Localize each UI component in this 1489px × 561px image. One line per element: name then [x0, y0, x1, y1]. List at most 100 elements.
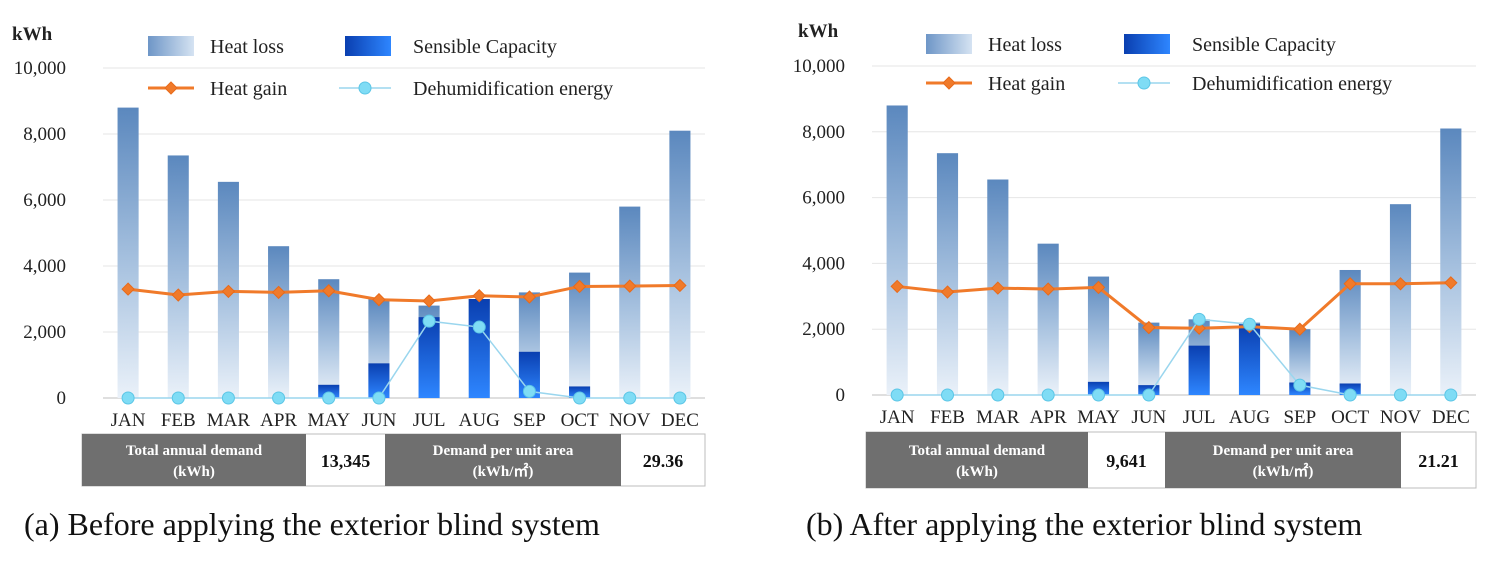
x-tick-label: JAN [111, 410, 146, 431]
point-dehumidification [1243, 317, 1256, 331]
point-dehumidification [422, 314, 436, 328]
legend-swatch-heat-loss [148, 36, 194, 56]
point-heat-gain [991, 281, 1005, 295]
x-tick-label: APR [1030, 407, 1067, 428]
table-unit-total-demand: (kWh) [173, 464, 215, 480]
table-value-unit-area-demand: 21.21 [1418, 451, 1459, 471]
y-axis-unit: kWh [12, 24, 53, 45]
bar-sensible-capacity [418, 317, 440, 398]
legend-swatch-heat-loss [926, 34, 972, 54]
chart-panel-2: 0 2,000 4,000 6,000 8,000 10,000 kWh JAN FEB MAR A… [793, 21, 1477, 542]
x-tick-label: MAY [1077, 407, 1120, 428]
y-tick-label: 0 [57, 388, 67, 409]
table-label-cell [1165, 432, 1401, 488]
bar-heat-loss [669, 130, 691, 398]
x-tick-label: SEP [513, 410, 546, 431]
bar-heat-loss [117, 107, 139, 398]
point-heat-gain [522, 290, 537, 304]
point-heat-gain [673, 278, 687, 293]
x-tick-label: FEB [161, 410, 196, 431]
point-dehumidification [1394, 388, 1407, 402]
x-tick-label: SEP [1283, 407, 1316, 428]
point-dehumidification [1293, 378, 1307, 392]
table-label-total-demand: Total annual demand [126, 443, 263, 459]
chart-panel-1: 0 2,000 4,000 6,000 8,000 10,000 kWh JAN FEB MAR A… [12, 24, 706, 542]
point-heat-gain [221, 284, 236, 299]
point-dehumidification [991, 388, 1005, 402]
point-heat-gain [171, 288, 185, 302]
y-tick-label: 4,000 [23, 256, 66, 277]
x-tick-label: DEC [661, 410, 699, 431]
table-label-total-demand: Total annual demand [909, 443, 1046, 459]
x-tick-label: MAR [207, 410, 251, 431]
point-heat-gain [372, 292, 386, 307]
x-tick-label: MAR [976, 407, 1020, 428]
legend-label-sensible-capacity: Sensible Capacity [413, 36, 557, 58]
y-tick-label: 8,000 [802, 122, 845, 143]
x-tick-label: OCT [1331, 407, 1369, 428]
x-tick-label: FEB [930, 407, 965, 428]
x-tick-label: JUN [361, 410, 396, 431]
y-tick-label: 10,000 [14, 58, 66, 79]
legend-label-heat-gain: Heat gain [988, 73, 1065, 95]
x-tick-label: JUL [413, 410, 446, 431]
point-dehumidification [941, 388, 954, 402]
x-tick-label: AUG [459, 410, 500, 431]
legend-marker-dehumidification [358, 81, 372, 95]
table-label-unit-area-demand: Demand per unit area [433, 443, 574, 459]
point-dehumidification [322, 391, 336, 405]
summary-table: Total annual demand (kWh) 13,345 Demand per… [81, 433, 706, 487]
bar-heat-loss [936, 153, 959, 395]
table-unit-unit-area-demand: (kWh/㎡) [473, 462, 534, 480]
table-label-cell [385, 434, 621, 486]
point-heat-gain [422, 294, 436, 308]
point-dehumidification [522, 384, 536, 398]
bar-heat-loss [1440, 128, 1462, 395]
bar-heat-loss [268, 246, 290, 398]
point-heat-gain [1142, 320, 1156, 335]
table-value-total-demand: 13,345 [321, 451, 371, 471]
table-unit-total-demand: (kWh) [956, 464, 998, 480]
bar-heat-loss [318, 279, 340, 398]
bar-sensible-capacity [1188, 345, 1210, 395]
table-unit-unit-area-demand: (kWh/㎡) [1253, 462, 1314, 480]
x-tick-label: APR [260, 410, 297, 431]
point-dehumidification [121, 391, 135, 405]
legend-label-dehumidification: Dehumidification energy [1192, 73, 1392, 95]
point-heat-gain [1343, 277, 1357, 291]
y-tick-label: 4,000 [802, 253, 845, 274]
y-tick-label: 2,000 [802, 319, 845, 340]
legend-swatch-sensible-capacity [345, 36, 391, 56]
point-dehumidification [1343, 388, 1357, 402]
point-heat-gain [1091, 280, 1106, 295]
bar-heat-loss [569, 272, 591, 398]
line-heat-gain [897, 281, 1451, 331]
x-tick-label: JAN [880, 407, 915, 428]
point-dehumidification [1041, 388, 1055, 402]
bar-heat-loss [1087, 276, 1110, 395]
x-tick-label: NOV [609, 410, 650, 431]
legend-label-dehumidification: Dehumidification energy [413, 78, 613, 100]
point-heat-gain [940, 285, 955, 299]
legend-marker-heat-gain [942, 76, 956, 90]
point-heat-gain [271, 285, 286, 300]
table-label-cell [82, 434, 306, 486]
legend-marker-heat-gain [164, 81, 178, 95]
bar-heat-loss [1037, 243, 1059, 395]
point-dehumidification [171, 391, 185, 405]
bar-sensible-capacity [518, 351, 540, 398]
line-dehumidification [128, 320, 680, 399]
point-dehumidification [272, 391, 286, 405]
x-tick-label: OCT [561, 410, 599, 431]
point-dehumidification [673, 391, 687, 405]
x-tick-label: JUN [1131, 407, 1166, 428]
point-heat-gain [1041, 282, 1055, 296]
point-dehumidification [623, 391, 637, 405]
x-tick-label: NOV [1380, 407, 1421, 428]
y-axis-unit: kWh [798, 21, 839, 42]
legend-marker-dehumidification [1137, 76, 1151, 90]
point-heat-gain [472, 288, 486, 303]
x-tick-label: JUL [1183, 407, 1216, 428]
